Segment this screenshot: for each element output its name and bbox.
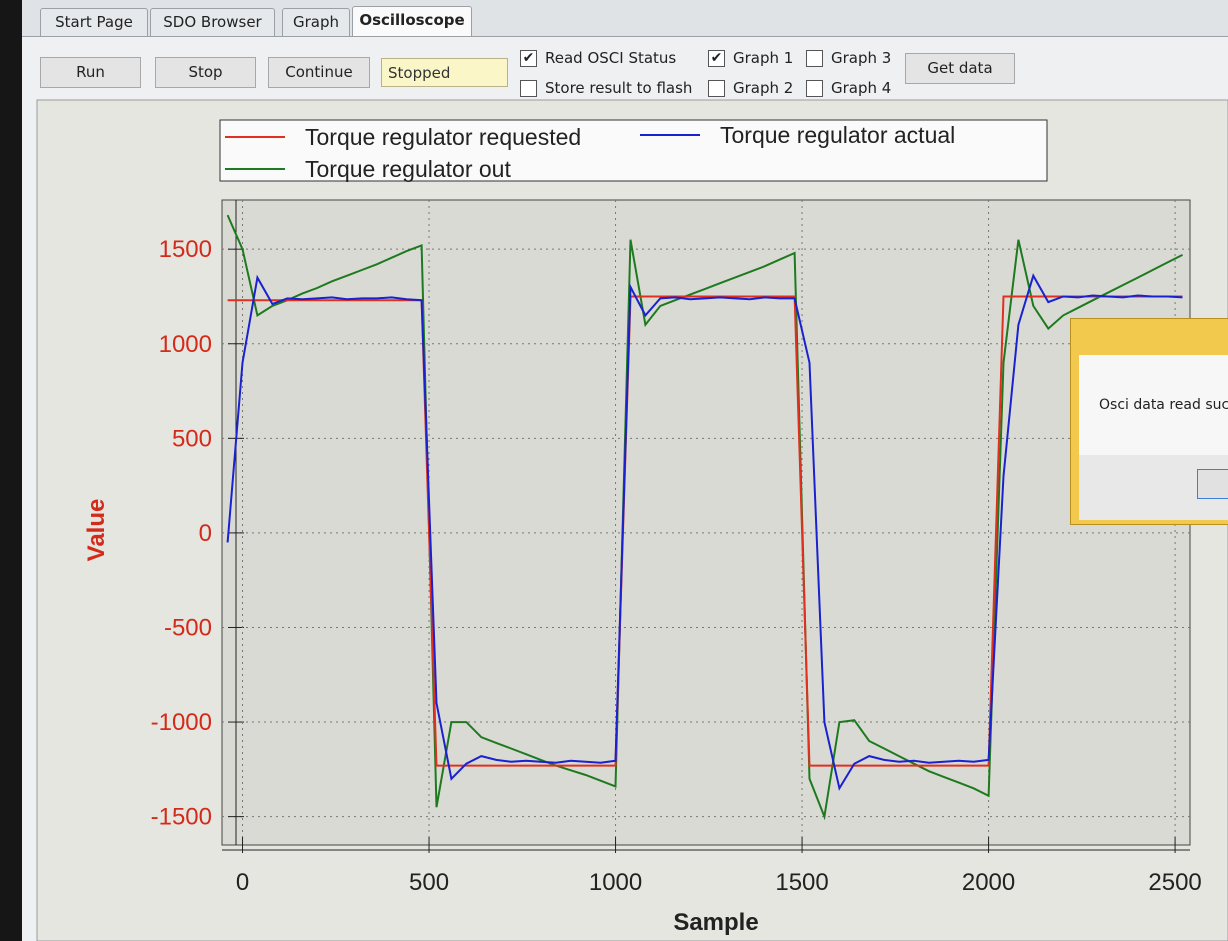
checkbox-label: Graph 4 — [831, 79, 892, 97]
checkbox[interactable]: Graph 4 — [806, 77, 891, 99]
checkbox[interactable]: ✔ Read OSCI Status — [520, 47, 676, 69]
run-button[interactable]: Run — [40, 57, 141, 88]
x-tick-label: 0 — [236, 869, 249, 896]
legend-label: Torque regulator out — [305, 156, 511, 182]
x-tick-label: 1500 — [775, 869, 828, 896]
y-tick-label: -1000 — [151, 709, 212, 736]
checkbox-box: ✔ — [708, 50, 725, 67]
checkbox[interactable]: Graph 2 — [708, 77, 793, 99]
series-line — [226, 273, 1183, 791]
y-tick-label: 1500 — [159, 236, 212, 263]
bezel — [0, 0, 22, 941]
checkbox-box — [520, 80, 537, 97]
legend-label: Torque regulator actual — [720, 122, 955, 148]
y-axis-label: Value — [83, 499, 110, 562]
checkbox-label: Graph 2 — [733, 79, 794, 97]
series-line — [227, 295, 1183, 767]
tab[interactable]: Start Page — [40, 8, 148, 36]
checkbox-box — [806, 80, 823, 97]
checkbox-label: Read OSCI Status — [545, 49, 677, 67]
tab[interactable]: Oscilloscope — [352, 6, 472, 36]
checkbox-label: Store result to flash — [545, 79, 693, 97]
checkbox[interactable]: ✔ Graph 1 — [708, 47, 793, 69]
tab[interactable]: Graph — [282, 8, 350, 36]
dialog-body: Osci data read suc — [1079, 355, 1228, 520]
x-tick-label: 2000 — [962, 869, 1015, 896]
checkbox-label: Graph 1 — [733, 49, 794, 67]
stop-button[interactable]: Stop — [155, 57, 256, 88]
checkbox-box — [708, 80, 725, 97]
x-tick-label: 500 — [409, 869, 449, 896]
continue-button[interactable]: Continue — [268, 57, 370, 88]
dialog-message: Osci data read suc — [1099, 397, 1228, 413]
x-axis-label: Sample — [673, 909, 758, 936]
y-tick-label: 0 — [199, 520, 212, 547]
checkbox-box: ✔ — [520, 50, 537, 67]
series-line — [226, 214, 1183, 821]
y-tick-label: 500 — [172, 425, 212, 452]
dialog-ok-button[interactable] — [1197, 469, 1228, 499]
legend-box — [219, 119, 1048, 182]
y-tick-label: -1500 — [151, 804, 212, 831]
x-tick-label: 2500 — [1148, 869, 1201, 896]
y-tick-label: -500 — [164, 614, 212, 641]
plot-area — [221, 199, 1191, 846]
y-tick-label: 1000 — [159, 331, 212, 358]
checkbox[interactable]: Store result to flash — [520, 77, 692, 99]
get-data-button[interactable]: Get data — [905, 53, 1015, 84]
dialog: Osci data read suc — [1070, 318, 1228, 525]
status-field: Stopped — [381, 58, 508, 87]
tab[interactable]: SDO Browser — [150, 8, 275, 36]
checkbox-box — [806, 50, 823, 67]
checkbox[interactable]: Graph 3 — [806, 47, 891, 69]
checkbox-label: Graph 3 — [831, 49, 892, 67]
x-tick-label: 1000 — [589, 869, 642, 896]
legend-label: Torque regulator requested — [305, 124, 581, 150]
